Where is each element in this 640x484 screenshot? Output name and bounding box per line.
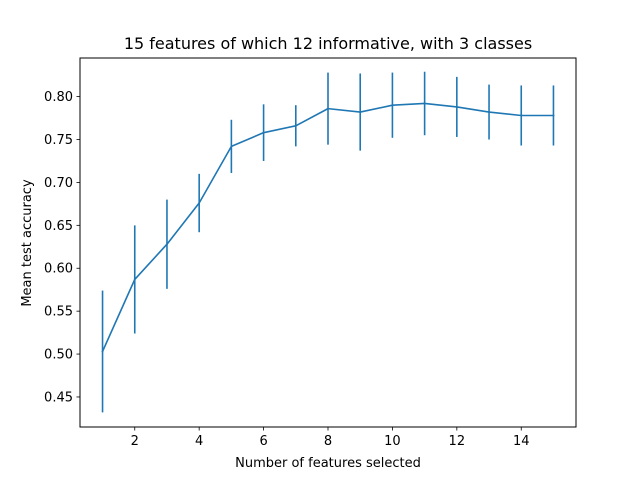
x-tick-label: 4 [195,434,203,449]
data-point [166,243,168,246]
y-axis-label: Mean test accuracy [20,179,35,307]
data-point [423,102,426,105]
x-tick-label: 2 [131,434,139,449]
y-tick-label: 0.50 [44,348,73,363]
data-point [230,145,233,148]
plot-frame [79,57,577,428]
data-point [391,104,394,107]
data-point [520,114,523,117]
ticks-layer: 2 4 6 8 10 12 14 0.45 0.50 0.55 0.60 0.65 0.70 0.75 0.… [44,90,529,449]
data-point [552,114,555,117]
data-point [198,202,201,204]
x-tick-label: 12 [449,434,466,449]
data-point [455,106,458,108]
y-tick-label: 0.70 [44,176,73,191]
chart-title: 15 features of which 12 informative, wit… [124,34,532,53]
y-tick-label: 0.60 [44,262,73,277]
y-tick-label: 0.80 [44,90,73,105]
data-point [133,278,136,281]
x-tick-label: 8 [324,434,332,449]
x-axis-label: Number of features selected [235,456,421,471]
data-point [101,350,104,353]
data-point [488,111,490,113]
x-tick-label: 14 [513,434,530,449]
y-tick-label: 0.45 [44,390,73,405]
y-tick-label: 0.55 [44,305,73,320]
y-tick-label: 0.75 [44,133,73,148]
data-point [327,107,329,110]
series-layer [101,102,555,353]
x-tick-label: 10 [384,434,401,449]
data-point [262,131,265,134]
data-point [359,111,362,113]
y-tick-label: 0.65 [44,219,73,234]
x-tick-label: 6 [259,434,267,449]
data-point [294,124,297,127]
